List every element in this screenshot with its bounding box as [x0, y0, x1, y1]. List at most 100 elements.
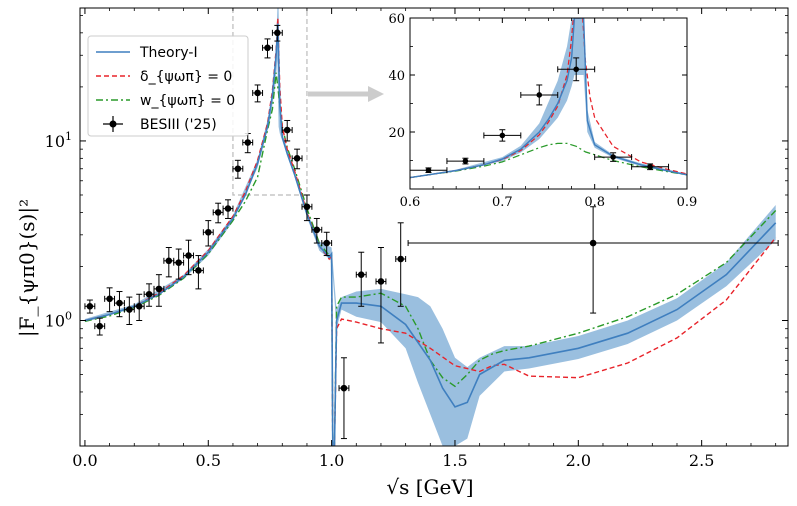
inset-point-marker [425, 167, 432, 173]
inset-x-tick-label: 0.8 [584, 195, 605, 210]
x-tick-label: 0.5 [196, 451, 221, 470]
data-point-marker [175, 259, 182, 266]
inset-point-marker [647, 163, 653, 170]
legend-entry-theory: Theory-I [96, 45, 198, 61]
inset-plot: 0.6 0.7 0.8 0.9 20 40 60 [388, 12, 697, 210]
legend-label-w: w_{ψωπ} = 0 [140, 93, 235, 109]
data-point-marker [303, 203, 311, 211]
data-point [301, 194, 313, 222]
inset-point-marker [536, 92, 543, 98]
legend-entry-w: w_{ψωπ} = 0 [96, 93, 235, 109]
data-point [143, 283, 155, 307]
main-x-ticks: 0.0 0.5 1.0 1.5 2.0 2.5 [72, 8, 777, 470]
main-lines [84, 18, 777, 446]
main-axes-frame [79, 7, 789, 447]
data-point [232, 159, 244, 179]
inset-data-point [631, 163, 670, 171]
data-point [114, 291, 125, 318]
inset-series-line-w [410, 142, 687, 179]
data-point-marker [135, 302, 143, 310]
legend-entry-data: BESIII ('25) [103, 116, 217, 133]
data-point-marker [96, 322, 104, 330]
data-point [192, 255, 204, 290]
data-point [281, 119, 293, 142]
x-tick-label: 0.0 [72, 451, 97, 470]
data-point-marker [589, 239, 597, 247]
inset-data-point [557, 57, 596, 82]
series-line-w [84, 72, 777, 446]
data-point [153, 274, 165, 307]
inset-data-points [410, 57, 670, 174]
data-point-marker [195, 267, 202, 274]
data-point [262, 38, 273, 59]
data-point-marker [234, 165, 242, 173]
data-point [104, 287, 116, 313]
x-tick-label: 1.5 [442, 451, 467, 470]
data-point [271, 24, 283, 42]
zoom-region-box [232, 8, 308, 196]
data-point-marker [323, 239, 330, 247]
data-point [183, 239, 194, 276]
inset-series-line-delta [410, 18, 687, 179]
theory-band [84, 8, 776, 446]
data-point-marker [313, 226, 321, 234]
inset-data-point [483, 129, 522, 142]
data-point [84, 299, 96, 314]
x-tick-label: 1.0 [319, 451, 344, 470]
data-point-marker [126, 306, 133, 313]
inset-y-ticks: 20 40 60 [388, 12, 687, 161]
legend-label-delta: δ_{ψωπ} = 0 [140, 69, 232, 85]
y-tick-label: 100 [45, 309, 72, 330]
data-point [173, 248, 185, 280]
data-point [355, 251, 367, 307]
data-point [252, 84, 264, 103]
data-point [338, 357, 350, 440]
series-line-delta [84, 18, 777, 446]
data-point-marker [165, 257, 173, 265]
inset-data-point [594, 152, 633, 162]
inset-y-tick-label: 20 [388, 126, 405, 141]
data-point [407, 206, 779, 314]
inset-data-point [520, 84, 559, 106]
data-point-marker [86, 302, 94, 310]
data-point-marker [244, 139, 252, 146]
x-tick-label: 2.0 [566, 451, 591, 470]
inset-x-tick-label: 0.7 [492, 195, 513, 210]
legend-swatch-data-marker [109, 120, 117, 128]
legend: Theory-I δ_{ψωπ} = 0 w_{ψωπ} = 0 BESIII … [87, 35, 249, 137]
data-point-marker [185, 252, 192, 259]
y-tick-label: 101 [45, 130, 72, 151]
x-axis-label: √s [GeV] [386, 475, 473, 499]
data-point [375, 246, 387, 344]
data-point [94, 317, 106, 336]
zoom-region-outline [232, 8, 308, 196]
data-point-marker [274, 29, 281, 37]
legend-frame [87, 35, 249, 137]
data-point [123, 296, 135, 325]
x-tick-label: 2.5 [689, 451, 714, 470]
inset-x-ticks: 0.6 0.7 0.8 0.9 [400, 18, 698, 210]
data-point-marker [254, 89, 261, 97]
inset-point-marker [610, 154, 616, 160]
inset-x-tick-label: 0.9 [677, 195, 698, 210]
data-point-marker [340, 384, 348, 392]
legend-label-data: BESIII ('25) [140, 117, 217, 133]
data-point-marker [155, 285, 163, 293]
data-point [202, 220, 214, 247]
series-line-theory [84, 23, 777, 446]
data-point-marker [106, 295, 113, 303]
inset-point-marker [462, 158, 469, 164]
legend-label-theory: Theory-I [139, 45, 198, 61]
data-point-marker [377, 278, 385, 285]
data-point-marker [397, 255, 404, 263]
data-point-marker [357, 271, 365, 278]
data-point [321, 231, 333, 257]
data-point-marker [214, 209, 222, 216]
data-point [222, 199, 234, 219]
main-y-ticks: 100 101 [45, 15, 788, 447]
data-point-marker [224, 205, 232, 212]
data-point [291, 148, 303, 170]
data-point-marker [293, 155, 301, 162]
data-point [311, 217, 323, 244]
